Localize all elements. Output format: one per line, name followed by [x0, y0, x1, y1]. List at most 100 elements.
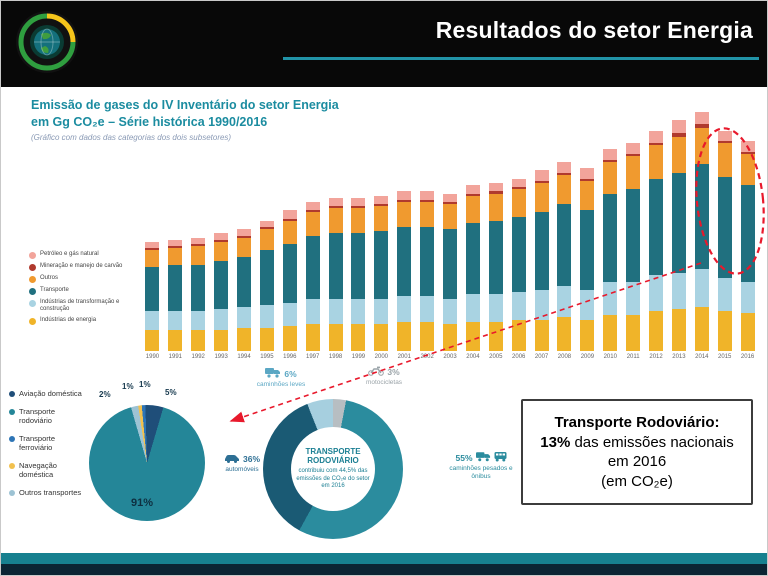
transport-legend-label: Transporte ferroviário — [19, 434, 55, 452]
bus-icon — [494, 451, 507, 464]
bar-segment — [603, 162, 618, 194]
bar-segment — [443, 204, 458, 230]
info-box: Transporte Rodoviário: 13% das emissões … — [521, 399, 753, 505]
bar-segment — [443, 201, 458, 205]
bar-segment — [237, 256, 251, 307]
legend-swatch-icon — [9, 436, 15, 442]
info-box-pct: 13% — [540, 433, 571, 451]
x-axis-label: 2011 — [626, 354, 640, 360]
stacked-bar — [328, 197, 343, 351]
bar-segment — [328, 233, 343, 299]
stacked-bar — [717, 130, 732, 351]
callout-motorcycles-pct: 3% — [387, 366, 400, 377]
bar-segment — [465, 321, 480, 351]
bar-segment — [694, 128, 709, 165]
x-axis-label: 2016 — [740, 354, 755, 360]
bar-segment — [145, 248, 160, 251]
donut-center-title: TRANSPORTE RODOVIÁRIO — [305, 446, 361, 466]
x-axis-label: 2009 — [580, 354, 595, 360]
bar-segment — [534, 180, 549, 184]
stacked-bar — [305, 201, 320, 351]
legend-label: Petróleo e gás natural — [40, 251, 99, 257]
stacked-bar — [694, 111, 709, 351]
bar-segment — [443, 298, 458, 324]
donut-center: TRANSPORTE RODOVIÁRIO contribuiu com 44,… — [291, 427, 375, 511]
x-axis-label: 1990 — [145, 354, 160, 360]
x-axis-label: 2007 — [534, 354, 549, 360]
bar-segment — [374, 231, 389, 299]
bar-segment — [488, 191, 503, 194]
callout-heavy-label: caminhões pesados e ônibus — [449, 465, 513, 480]
bar-segment — [671, 309, 686, 351]
bar-segment — [649, 143, 664, 146]
bar-segment — [580, 210, 595, 291]
bar-segment — [557, 285, 572, 318]
stacked-bar — [145, 241, 160, 351]
pie-chart — [89, 405, 205, 521]
bar-segment — [214, 330, 229, 351]
stacked-bar — [626, 143, 641, 351]
bar-segment — [168, 248, 183, 265]
bar-segment — [191, 237, 206, 244]
bar-segment — [351, 298, 366, 324]
bar-segment — [580, 319, 595, 351]
stacked-bar — [488, 183, 503, 351]
bar-column-2008 — [553, 93, 576, 351]
x-axis-label: 2002 — [420, 354, 434, 360]
footer-teal-bar — [1, 553, 767, 564]
bar-segment — [145, 267, 160, 312]
bar-segment — [259, 229, 274, 251]
bar-segment — [603, 281, 618, 316]
transport-legend-label: Transporte rodoviário — [19, 407, 55, 425]
bar-segment — [580, 168, 595, 179]
bar-segment — [488, 193, 503, 221]
bar-segment — [420, 199, 435, 202]
bar-segment — [626, 189, 641, 282]
bar-segment — [282, 210, 297, 219]
bar-segment — [740, 153, 755, 186]
bar-legend: Petróleo e gás natural Mineração e manejo… — [29, 251, 135, 329]
bar-segment — [374, 195, 389, 205]
bar-segment — [328, 323, 343, 351]
stacked-bar — [465, 185, 480, 351]
bar-segment — [694, 164, 709, 270]
bar-segment — [671, 273, 686, 309]
bar-segment — [168, 311, 183, 330]
transport-legend: Aviação doméstica Transporte rodoviário Tr… — [9, 389, 83, 506]
car-icon — [224, 453, 240, 465]
bar-segment — [465, 294, 480, 322]
bar-segment — [305, 298, 320, 324]
bar-segment — [328, 208, 343, 234]
bar-column-2000 — [370, 93, 393, 351]
bar-segment — [259, 327, 274, 351]
x-axis-label: 2001 — [397, 354, 411, 360]
bar-segment — [168, 239, 183, 247]
callout-light-trucks: 6% caminhões leves — [249, 367, 313, 389]
bar-segment — [626, 315, 641, 351]
bar-segment — [305, 235, 320, 299]
slide-title: Resultados do setor Energia — [435, 17, 753, 43]
bar-segment — [397, 296, 412, 322]
info-box-title: Transporte Rodoviário: — [554, 414, 720, 431]
transport-legend-item: Transporte ferroviário — [9, 434, 83, 452]
bar-segment — [397, 321, 412, 351]
x-axis-label: 2000 — [374, 354, 389, 360]
bar-segment — [649, 178, 664, 276]
bar-column-1994 — [233, 93, 256, 351]
legend-swatch-icon — [29, 300, 36, 307]
bar-column-1997 — [301, 93, 324, 351]
footer-dark-bar — [1, 564, 767, 575]
x-axis-label: 1996 — [283, 354, 297, 360]
header-bar: Resultados do setor Energia — [1, 1, 767, 87]
bar-column-2013 — [667, 93, 690, 351]
callout-cars-pct: 36% — [242, 454, 260, 464]
stacked-bar — [534, 170, 549, 351]
bar-segment — [488, 294, 503, 322]
stacked-bar — [511, 178, 526, 351]
transport-legend-item: Transporte rodoviário — [9, 407, 83, 425]
bar-segment — [649, 145, 664, 179]
x-axis-label: 2015 — [718, 354, 732, 360]
legend-swatch-icon — [29, 252, 36, 259]
bar-column-2014 — [690, 93, 713, 351]
